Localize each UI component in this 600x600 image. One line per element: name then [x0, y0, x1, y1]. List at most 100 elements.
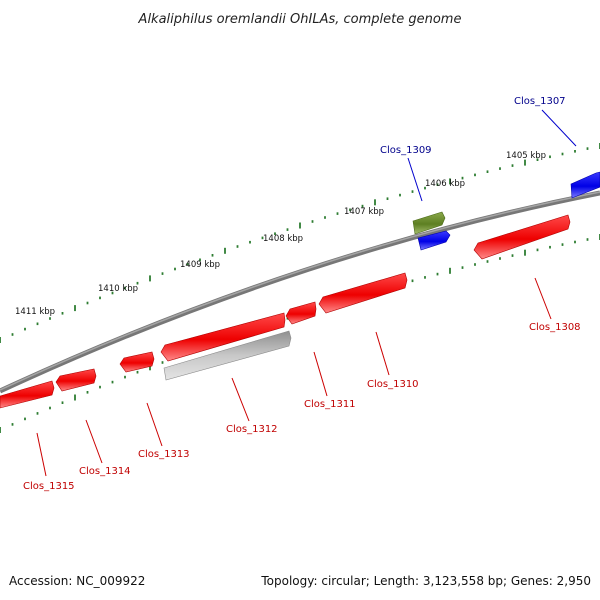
outer-tick	[49, 317, 51, 320]
outer-tick	[311, 220, 314, 223]
inner-tick	[511, 254, 514, 257]
outer-tick	[61, 312, 64, 315]
inner-tick	[24, 417, 26, 421]
inner-tick-row	[0, 234, 600, 433]
gene-Clos_1310[interactable]	[318, 272, 408, 314]
outer-tick	[499, 167, 501, 170]
outer-tick	[574, 150, 576, 153]
genome-backbone-highlight	[0, 191, 600, 391]
outer-tick	[349, 208, 351, 212]
forward-label-connectors	[407, 109, 577, 202]
genome-summary: Topology: circular; Length: 3,123,558 bp…	[261, 574, 591, 588]
gene-label-Clos_1312: Clos_1312	[226, 424, 278, 435]
inner-tick	[149, 364, 151, 371]
tick-label-1409: 1409 kbp	[180, 260, 220, 270]
reverse-label-connectors	[36, 277, 552, 477]
inner-tick	[86, 391, 89, 394]
inner-tick	[111, 380, 114, 384]
inner-tick	[461, 266, 464, 269]
inner-tick	[561, 243, 564, 246]
gene-Clos_1307[interactable]	[570, 171, 600, 199]
outer-tick	[0, 337, 1, 343]
connector-Clos_1309	[407, 157, 423, 202]
inner-tick	[99, 385, 101, 389]
outer-tick	[411, 190, 414, 193]
outer-tick	[249, 240, 251, 244]
gene-Clos_1309[interactable]	[417, 230, 451, 251]
outer-tick	[124, 286, 126, 290]
outer-tick	[561, 152, 564, 156]
inner-tick	[36, 412, 39, 415]
gene-Clos_1315[interactable]	[0, 380, 55, 409]
gene-label-Clos_1308: Clos_1308	[529, 322, 581, 333]
connector-Clos_1311	[313, 351, 328, 397]
inner-tick	[61, 401, 64, 404]
outer-tick	[536, 158, 539, 161]
outer-tick	[224, 247, 226, 254]
gene-Clos_1311[interactable]	[285, 301, 317, 325]
outer-tick	[36, 322, 39, 326]
gene-label-Clos_1310: Clos_1310	[367, 379, 419, 390]
outer-tick	[461, 176, 464, 180]
outer-tick	[111, 291, 114, 295]
outer-tick	[236, 245, 239, 248]
connector-Clos_1310	[375, 331, 390, 376]
tick-label-1406: 1406 kbp	[425, 179, 465, 189]
inner-tick	[136, 370, 139, 374]
accession-label: Accession: NC_009922	[9, 574, 146, 588]
inner-tick	[124, 375, 126, 379]
inner-tick	[536, 248, 539, 252]
outer-tick	[449, 178, 451, 185]
inner-tick	[436, 272, 439, 276]
rna-gene[interactable]	[412, 211, 446, 235]
gene-label-Clos_1311: Clos_1311	[304, 399, 356, 410]
outer-tick	[274, 232, 276, 235]
gene-Clos_1312[interactable]	[160, 312, 286, 362]
gene-Clos_1313[interactable]	[119, 351, 155, 373]
outer-tick	[399, 193, 401, 197]
inner-tick	[49, 406, 51, 410]
inner-tick	[474, 263, 476, 266]
outer-tick	[74, 305, 76, 312]
inner-tick	[524, 249, 526, 256]
gene-label-Clos_1313: Clos_1313	[138, 449, 190, 460]
inner-tick	[549, 245, 551, 249]
outer-tick	[161, 272, 164, 275]
other-feature[interactable]	[163, 330, 292, 381]
tick-label-1405: 1405 kbp	[506, 151, 546, 161]
tick-label-1408: 1408 kbp	[263, 234, 303, 244]
outer-tick	[136, 281, 139, 285]
inner-tick	[586, 238, 589, 241]
connector-Clos_1313	[146, 402, 163, 447]
inner-tick	[424, 276, 426, 279]
inner-tick	[411, 279, 414, 283]
outer-tick	[586, 147, 589, 150]
outer-tick-row	[0, 143, 600, 343]
inner-tick	[574, 240, 576, 244]
gene-label-Clos_1315: Clos_1315	[23, 481, 75, 492]
outer-tick	[24, 327, 26, 331]
outer-tick	[436, 183, 439, 186]
inner-tick	[74, 394, 76, 401]
outer-tick	[86, 301, 89, 305]
outer-tick	[474, 173, 476, 177]
genome-backbone	[0, 190, 600, 394]
outer-tick	[186, 263, 189, 266]
outer-tick	[286, 228, 289, 231]
inner-tick	[0, 427, 1, 433]
outer-tick	[361, 204, 364, 208]
outer-tick	[261, 236, 264, 240]
outer-tick	[149, 275, 151, 282]
inner-tick	[499, 257, 501, 260]
outer-tick	[486, 170, 489, 173]
gene-Clos_1314[interactable]	[55, 368, 97, 392]
tick-label-1411: 1411 kbp	[15, 307, 55, 317]
outer-tick	[174, 267, 176, 271]
outer-tick	[299, 222, 301, 229]
gene-Clos_1308[interactable]	[473, 214, 571, 260]
outer-tick	[336, 212, 339, 215]
tick-label-1407: 1407 kbp	[344, 207, 384, 217]
gene-label-Clos_1309: Clos_1309	[380, 145, 432, 156]
outer-tick	[324, 216, 326, 219]
